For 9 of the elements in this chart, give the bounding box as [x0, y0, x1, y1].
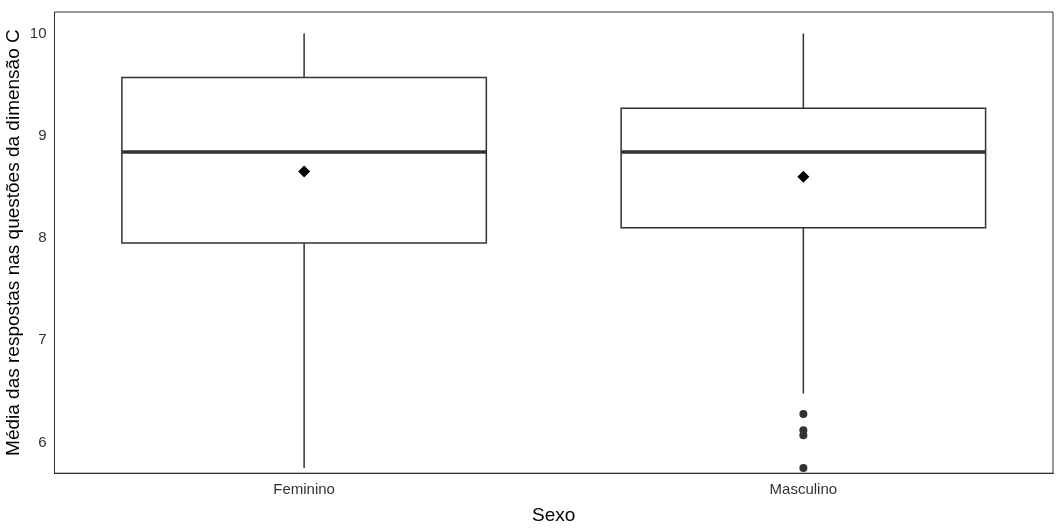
x-tick-label: Feminino — [273, 480, 335, 498]
x-axis-title: Sexo — [532, 503, 576, 525]
y-tick-label: 6 — [38, 432, 47, 450]
y-tick-label: 7 — [38, 330, 47, 348]
y-tick-label: 9 — [38, 125, 47, 143]
y-axis-title: Média das respostas nas questões da dimensão C — [1, 29, 23, 456]
y-tick-label: 8 — [38, 228, 47, 246]
y-tick-label: 10 — [29, 23, 47, 41]
x-tick-label: Masculino — [769, 480, 838, 498]
